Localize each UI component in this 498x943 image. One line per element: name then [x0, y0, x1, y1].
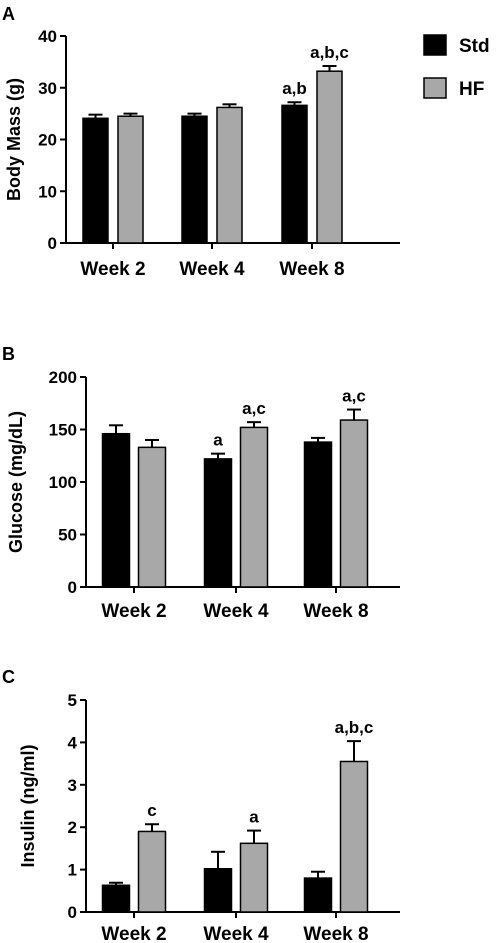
- bar-std: [303, 877, 333, 913]
- panel-label: C: [2, 667, 15, 687]
- bar-std: [203, 868, 233, 913]
- bar-std: [303, 441, 333, 588]
- panel-label: B: [2, 344, 15, 364]
- bar-std: [203, 458, 233, 588]
- significance-label: a: [213, 431, 223, 450]
- y-tick-label: 50: [58, 526, 77, 545]
- x-tick-label: Week 8: [279, 259, 344, 280]
- x-tick-label: Week 4: [203, 601, 269, 622]
- bar-std: [181, 115, 208, 244]
- legend-label-hf: HF: [459, 79, 484, 100]
- bar-std: [101, 884, 131, 913]
- y-tick-label: 0: [68, 903, 77, 922]
- bar-std: [281, 104, 308, 244]
- bar-hf: [117, 115, 144, 244]
- x-tick-label: Week 2: [101, 924, 166, 943]
- x-tick-label: Week 2: [101, 601, 166, 622]
- y-tick-label: 30: [38, 79, 57, 98]
- y-tick-label: 10: [38, 182, 57, 201]
- y-tick-label: 200: [49, 368, 77, 387]
- legend-swatch-hf: [423, 77, 447, 99]
- bar-hf: [137, 446, 167, 588]
- significance-label: a,c: [242, 399, 266, 418]
- x-tick-label: Week 8: [303, 601, 368, 622]
- significance-label: a,b,c: [310, 43, 349, 62]
- y-tick-label: 40: [38, 27, 57, 46]
- chart-panel-a: A 0 10 20 30 40 Body Mass (g) a,ba,b,c Week 2 Wee…: [2, 4, 400, 280]
- bar-hf: [339, 419, 369, 588]
- significance-label: a: [249, 808, 259, 827]
- legend-label-std: Std: [459, 36, 490, 57]
- y-tick-label: 0: [68, 578, 77, 597]
- bar-hf: [137, 830, 167, 913]
- x-tick-label: Week 2: [80, 259, 145, 280]
- y-axis-label: Glucose (mg/dL): [6, 411, 26, 553]
- bar-std: [82, 117, 109, 244]
- significance-label: a,c: [342, 387, 366, 406]
- bar-std: [101, 432, 131, 588]
- bar-hf: [316, 70, 343, 244]
- y-tick-label: 20: [38, 131, 57, 150]
- x-tick-label: Week 8: [303, 924, 368, 943]
- significance-label: c: [147, 801, 156, 820]
- x-tick-label: Week 4: [179, 259, 245, 280]
- y-tick-label: 5: [68, 691, 77, 710]
- chart-panel-c: C 0 1 2 3 4 5 Insulin (ng/ml) c a a,b,c Week 2 Week …: [2, 667, 400, 943]
- y-tick-label: 1: [68, 861, 77, 880]
- bar-hf: [239, 426, 269, 588]
- y-tick-label: 100: [49, 473, 77, 492]
- significance-label: a,b,c: [335, 718, 374, 737]
- bar-hf: [216, 106, 243, 244]
- y-tick-label: 0: [48, 234, 57, 253]
- bar-hf: [239, 842, 269, 913]
- y-tick-label: 4: [68, 733, 78, 752]
- panel-label: A: [2, 4, 15, 24]
- y-tick-label: 3: [68, 776, 77, 795]
- chart-panel-b: B 0 50 100 150 200 Glucose (mg/dL) a a,c a,c Week …: [2, 344, 400, 622]
- y-tick-label: 150: [49, 421, 77, 440]
- legend-swatch-std: [423, 34, 447, 56]
- bar-hf: [339, 760, 369, 913]
- y-axis-label: Insulin (ng/ml): [18, 745, 38, 868]
- y-tick-label: 2: [68, 818, 77, 837]
- x-tick-label: Week 4: [203, 924, 269, 943]
- significance-label: a,b: [282, 79, 307, 98]
- y-axis-label: Body Mass (g): [4, 78, 24, 201]
- legend: Std HF: [423, 34, 490, 100]
